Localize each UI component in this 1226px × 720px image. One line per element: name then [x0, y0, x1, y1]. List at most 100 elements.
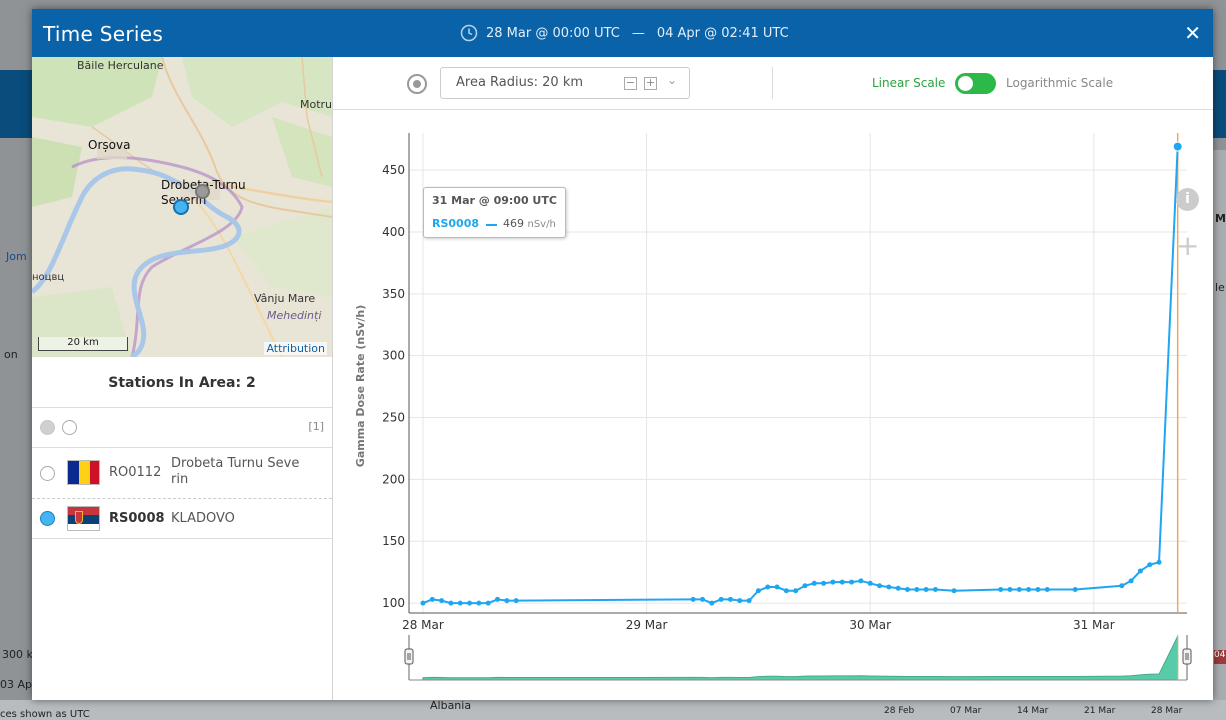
- data-point: [923, 586, 929, 592]
- background-badge: 04: [1214, 650, 1226, 664]
- data-point: [718, 596, 724, 602]
- navigator: [404, 635, 1192, 681]
- linear-scale-label[interactable]: Linear Scale: [872, 76, 946, 90]
- y-tick-label: 150: [382, 534, 405, 548]
- radius-decrease-button[interactable]: −: [624, 76, 637, 90]
- map-scale: 20 km: [38, 337, 128, 351]
- data-point: [765, 584, 771, 590]
- data-point: [457, 600, 463, 606]
- station-row[interactable]: RS0008 KLADOVO: [32, 499, 332, 539]
- range-separator: —: [631, 25, 645, 41]
- tooltip-value: 469: [503, 217, 524, 230]
- info-icon[interactable]: i: [1176, 188, 1199, 211]
- data-point: [811, 580, 817, 586]
- data-point: [755, 588, 761, 594]
- left-panel: Băile Herculane Orșova Drobeta-Turnu Sev…: [32, 57, 333, 700]
- y-tick-label: 400: [382, 225, 405, 239]
- select-all-radio[interactable]: [40, 420, 55, 435]
- data-point: [914, 586, 920, 592]
- tooltip-series-swatch: [486, 224, 497, 226]
- data-point: [1119, 583, 1125, 589]
- close-button[interactable]: ✕: [1184, 21, 1201, 45]
- background-text: Albania: [430, 699, 472, 712]
- y-axis-label: Gamma Dose Rate (nSv/h): [354, 305, 367, 467]
- data-point: [513, 598, 519, 604]
- select-none-radio[interactable]: [62, 420, 77, 435]
- serbia-flag-icon: [67, 506, 100, 531]
- data-point: [877, 583, 883, 589]
- zoom-plus-icon[interactable]: +: [1176, 229, 1200, 262]
- data-point: [439, 598, 445, 604]
- navigator-handle[interactable]: [1182, 648, 1192, 665]
- data-point: [774, 584, 780, 590]
- y-tick-label: 200: [382, 472, 405, 486]
- area-map[interactable]: Băile Herculane Orșova Drobeta-Turnu Sev…: [32, 57, 332, 357]
- tooltip-unit: nSv/h: [527, 219, 556, 230]
- area-radius-label: Area Radius: 20 km: [456, 75, 584, 90]
- data-point: [1128, 578, 1134, 584]
- station-radio[interactable]: [40, 466, 55, 481]
- background-bottom-strip: [0, 700, 1226, 720]
- navigator-handle[interactable]: [404, 648, 414, 665]
- map-label: ноцвц: [32, 272, 65, 283]
- data-point: [1044, 586, 1050, 592]
- data-point: [951, 588, 957, 594]
- tooltip-station: RS0008: [432, 217, 480, 230]
- station-marker-ro0112[interactable]: [195, 184, 210, 199]
- data-point: [737, 598, 743, 604]
- map-label: Orșova: [88, 138, 131, 152]
- x-tick-label: 29 Mar: [626, 618, 668, 632]
- data-point: [727, 596, 733, 602]
- data-point: [886, 584, 892, 590]
- tooltip-value-row: 469 nSv/h: [503, 217, 556, 230]
- time-series-chart[interactable]: 100 150 200 250 300 350 400 450 28 Mar 29 Mar 30 …: [333, 111, 1213, 700]
- data-point: [932, 586, 938, 592]
- data-point: [1137, 568, 1143, 574]
- background-right-panel: [1213, 150, 1226, 700]
- data-point: [709, 600, 715, 606]
- data-point: [1147, 562, 1153, 568]
- data-point: [476, 600, 482, 606]
- background-text: M: [1215, 212, 1226, 225]
- map-label: Mehedinți: [267, 309, 322, 322]
- chevron-down-icon[interactable]: ⌄: [667, 73, 678, 87]
- background-text: 28 Mar: [1151, 706, 1183, 716]
- data-point: [793, 588, 799, 594]
- background-text: 21 Mar: [1084, 706, 1116, 716]
- map-label: Băile Herculane: [77, 59, 164, 72]
- range-end: 04 Apr @ 02:41 UTC: [656, 25, 789, 41]
- data-point: [821, 580, 827, 586]
- background-text: le: [1215, 281, 1225, 294]
- station-marker-rs0008[interactable]: [173, 199, 189, 215]
- station-row[interactable]: RO0112 Drobeta Turnu Seve rin: [32, 448, 332, 499]
- x-axis: 28 Mar 29 Mar 30 Mar 31 Mar: [402, 612, 1187, 632]
- x-tick-label: 31 Mar: [1073, 618, 1115, 632]
- y-tick-label: 300: [382, 349, 405, 363]
- background-text: 14 Mar: [1017, 706, 1049, 716]
- map-attribution-link[interactable]: Attribution: [264, 342, 327, 355]
- right-panel: Area Radius: 20 km − + ⌄ Linear Scale Lo…: [333, 57, 1213, 700]
- map-label: Vânju Mare: [254, 292, 316, 305]
- background-text: 03 Apr: [0, 678, 37, 691]
- data-point: [495, 596, 501, 602]
- data-point: [904, 586, 910, 592]
- logarithmic-scale-label[interactable]: Logarithmic Scale: [1006, 76, 1114, 90]
- data-point: [1156, 559, 1162, 565]
- data-point: [690, 596, 696, 602]
- time-series-modal: Time Series 28 Mar @ 00:00 UTC — 04 Apr …: [32, 9, 1213, 700]
- romania-flag-icon: [67, 460, 100, 485]
- data-point: [830, 579, 836, 585]
- station-radio[interactable]: [40, 511, 55, 526]
- map-label: Motru: [300, 98, 332, 111]
- station-code: RS0008: [109, 511, 165, 526]
- y-axis: 100 150 200 250 300 350 400 450: [382, 133, 410, 613]
- area-radius-select[interactable]: Area Radius: 20 km − + ⌄: [440, 67, 690, 99]
- navigator-area: [422, 636, 1179, 681]
- locate-target-icon[interactable]: [407, 74, 427, 94]
- scale-toggle[interactable]: [955, 73, 996, 94]
- radius-increase-button[interactable]: +: [644, 76, 657, 90]
- time-range[interactable]: 28 Mar @ 00:00 UTC — 04 Apr @ 02:41 UTC: [460, 24, 789, 42]
- background-text: 28 Feb: [884, 706, 915, 716]
- y-tick-label: 100: [382, 596, 405, 610]
- station-name: KLADOVO: [171, 511, 235, 526]
